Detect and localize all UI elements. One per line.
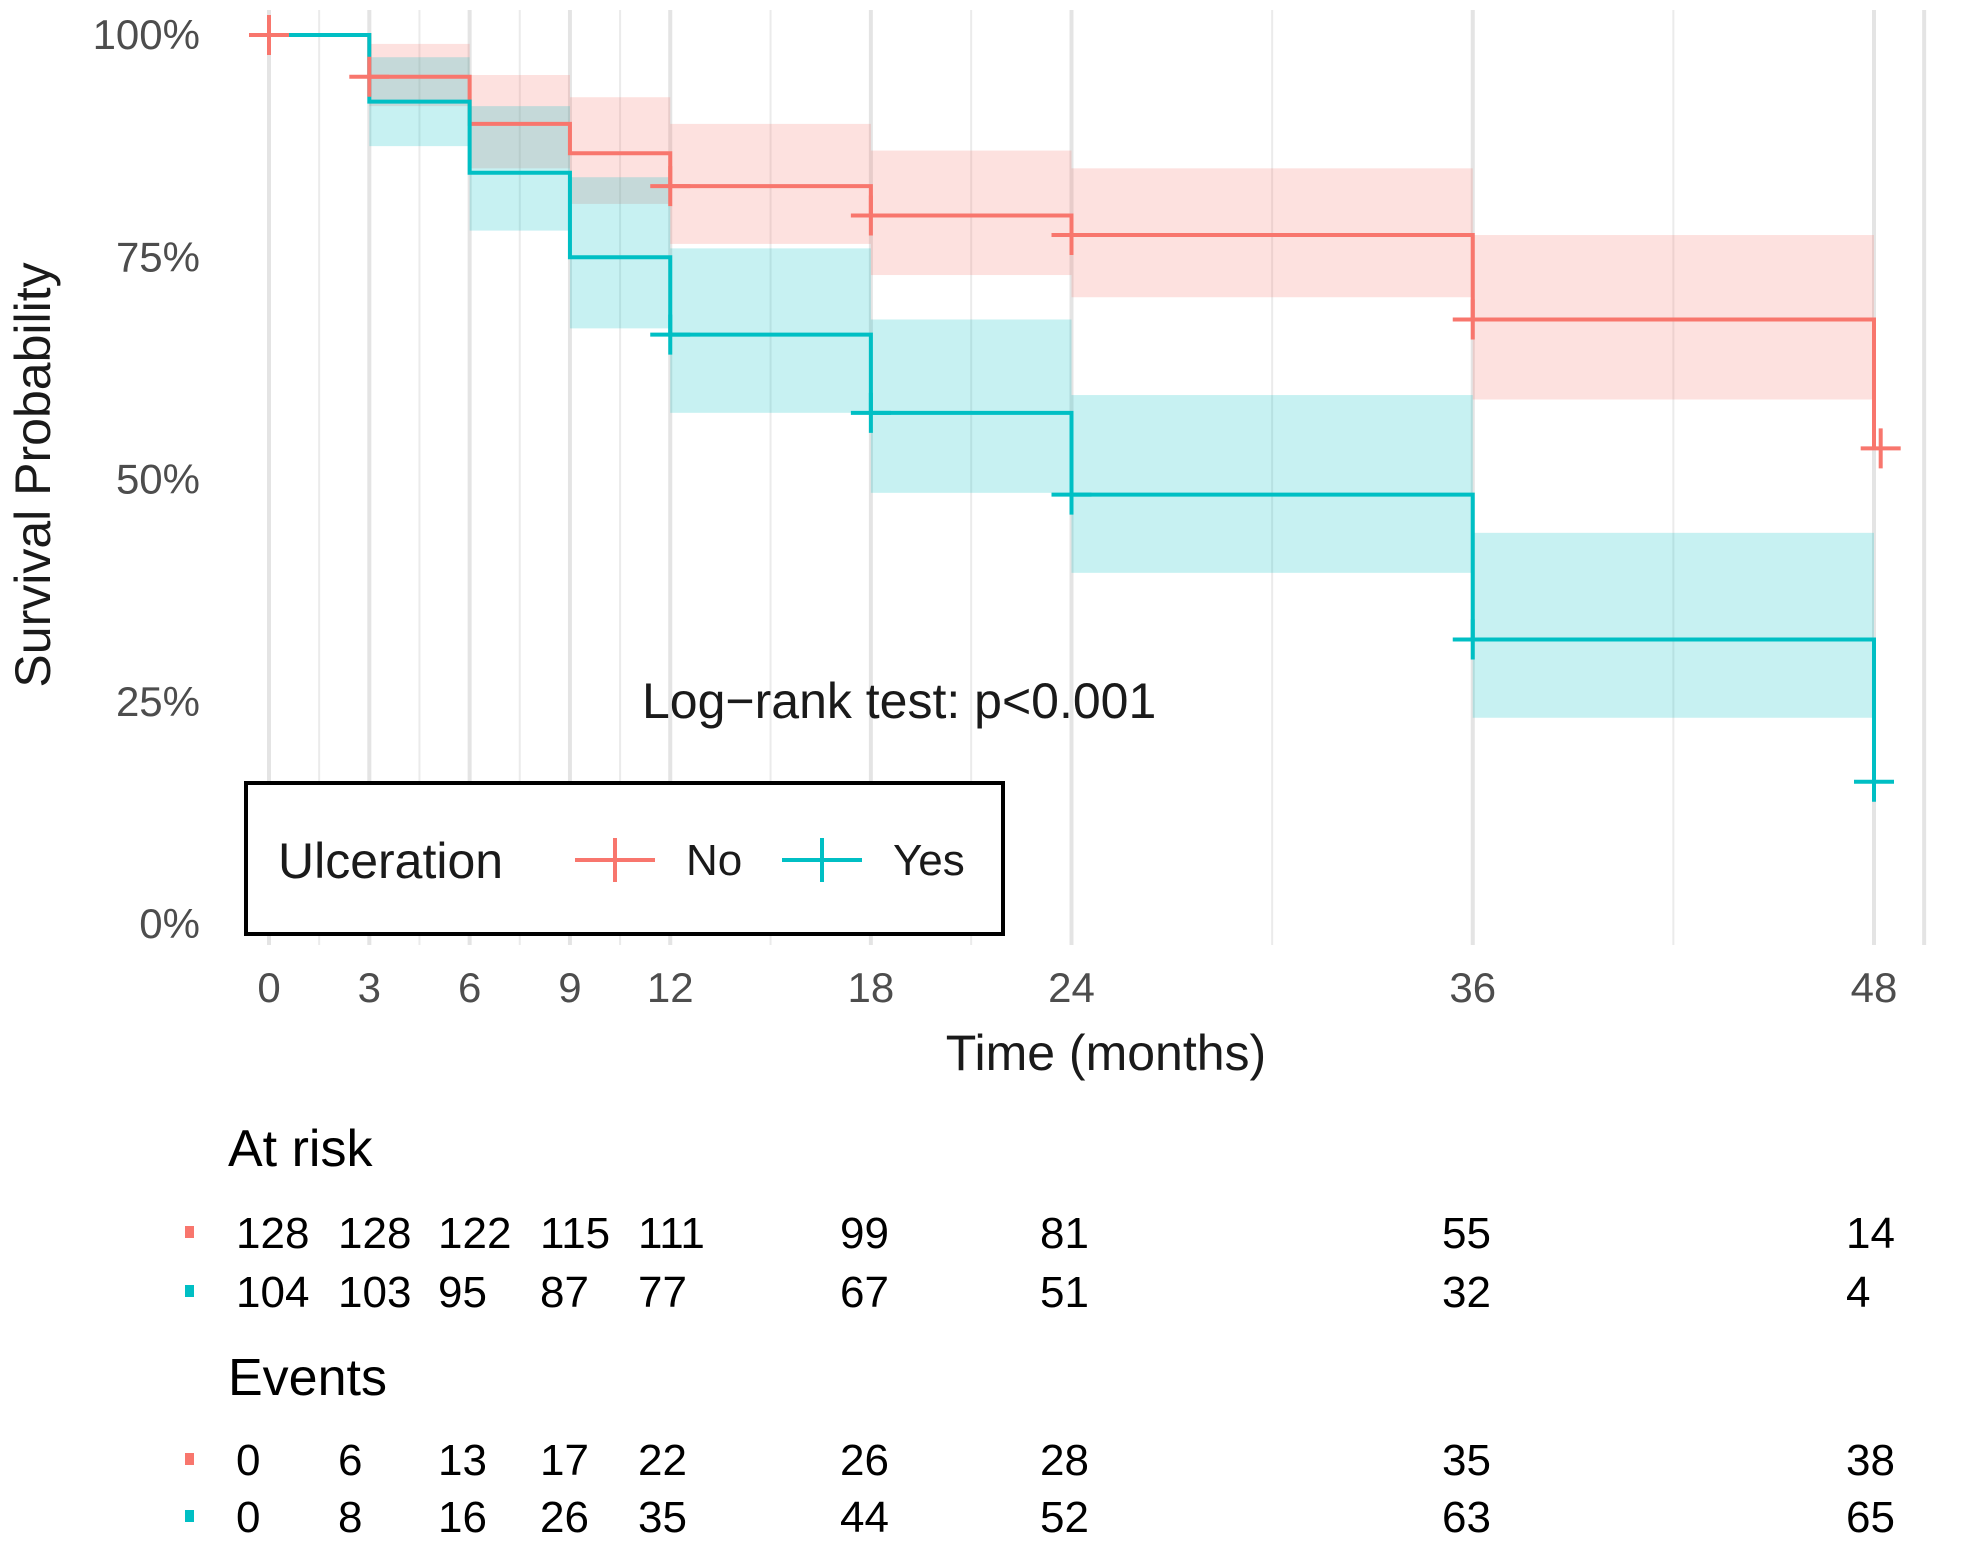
censor-mark-no	[1860, 428, 1901, 469]
at-risk-value: 128	[338, 1209, 411, 1258]
legend-title: Ulceration	[278, 833, 503, 889]
ci-band-yes	[569, 177, 671, 329]
events-value: 0	[236, 1436, 260, 1485]
x-axis-label: Time (months)	[946, 1025, 1266, 1081]
events-value: 6	[338, 1436, 362, 1485]
at-risk-title: At risk	[228, 1120, 373, 1178]
log-rank-annotation: Log−rank test: p<0.001	[642, 673, 1156, 729]
events-value: 35	[1442, 1436, 1491, 1485]
x-tick-label: 12	[647, 964, 694, 1011]
censor-marks	[249, 15, 1901, 802]
ci-band-yes	[469, 106, 570, 231]
at-risk-value: 128	[236, 1209, 309, 1258]
censor-mark-yes	[1452, 619, 1493, 660]
ci-band-no	[870, 150, 1072, 276]
censor-mark-no	[1051, 215, 1092, 256]
at-risk-value: 115	[540, 1209, 610, 1258]
events-value: 65	[1846, 1493, 1895, 1542]
events-value: 8	[338, 1493, 362, 1542]
ci-band-no	[670, 123, 871, 244]
x-tick-label: 9	[558, 964, 581, 1011]
at-risk-value: 67	[840, 1268, 889, 1317]
x-tick-label: 18	[848, 964, 895, 1011]
events-value: 22	[638, 1436, 687, 1485]
y-tick-label: 100%	[93, 11, 200, 58]
events-value: 17	[540, 1436, 589, 1485]
at-risk-value: 87	[540, 1268, 589, 1317]
ci-band-yes	[1071, 395, 1473, 573]
legend-key-no	[575, 838, 655, 882]
at-risk-value: 122	[438, 1209, 511, 1258]
ci-band-yes	[1472, 532, 1874, 718]
events-value: 16	[438, 1493, 487, 1542]
y-axis-ticks: 0% 25% 50% 75% 100%	[93, 11, 200, 947]
at-risk-value: 4	[1846, 1268, 1870, 1317]
at-risk-value: 32	[1442, 1268, 1491, 1317]
y-tick-label: 0%	[139, 900, 200, 947]
x-tick-label: 3	[358, 964, 381, 1011]
at-risk-value: 14	[1846, 1209, 1895, 1258]
x-tick-label: 36	[1449, 964, 1496, 1011]
legend-label-yes: Yes	[893, 836, 965, 885]
censor-mark-yes	[650, 314, 691, 355]
events-value: 28	[1040, 1436, 1089, 1485]
events-value: 26	[840, 1436, 889, 1485]
at-risk-value: 99	[840, 1209, 889, 1258]
censor-mark-no	[349, 56, 390, 97]
risk-row-marker-yes	[185, 1285, 194, 1297]
events-value: 44	[840, 1493, 889, 1542]
x-axis-ticks: 0 3 6 9 12 18 24 36 48	[257, 964, 1897, 1011]
ci-band-yes	[870, 319, 1072, 493]
at-risk-value: 104	[236, 1268, 309, 1317]
at-risk-value: 51	[1040, 1268, 1089, 1317]
x-tick-label: 48	[1851, 964, 1898, 1011]
events-value: 26	[540, 1493, 589, 1542]
risk-row-marker-no	[185, 1453, 194, 1465]
y-tick-label: 75%	[116, 233, 200, 280]
censor-mark-yes	[1051, 474, 1092, 515]
at-risk-value: 103	[338, 1268, 411, 1317]
events-value: 13	[438, 1436, 487, 1485]
risk-table: At risk Events 128 128 122 115 111 99 81 55 14 10…	[185, 1120, 1895, 1542]
risk-row-marker-yes	[185, 1510, 194, 1522]
censor-mark-no	[650, 166, 691, 207]
events-value: 35	[638, 1493, 687, 1542]
ci-band-no	[1071, 168, 1473, 298]
legend: Ulceration No Yes	[244, 781, 1005, 936]
confidence-bands	[369, 43, 1874, 718]
events-value: 52	[1040, 1493, 1089, 1542]
ci-band-yes	[670, 248, 871, 413]
censor-mark-no	[850, 195, 891, 236]
x-tick-label: 0	[257, 964, 280, 1011]
legend-label-no: No	[686, 836, 742, 885]
y-tick-label: 50%	[116, 456, 200, 503]
events-title: Events	[228, 1349, 387, 1407]
at-risk-value: 81	[1040, 1209, 1089, 1258]
y-tick-label: 25%	[116, 678, 200, 725]
at-risk-value: 77	[638, 1268, 687, 1317]
x-tick-label: 24	[1048, 964, 1095, 1011]
x-tick-label: 6	[458, 964, 481, 1011]
risk-row-marker-no	[185, 1226, 194, 1238]
ci-band-no	[469, 75, 570, 169]
censor-mark-yes	[850, 392, 891, 433]
events-value: 0	[236, 1493, 260, 1542]
censor-mark-yes	[1854, 761, 1894, 802]
y-axis-label: Survival Probability	[5, 262, 61, 687]
events-value: 38	[1846, 1436, 1895, 1485]
ci-band-no	[1472, 235, 1874, 400]
at-risk-value: 95	[438, 1268, 487, 1317]
events-value: 63	[1442, 1493, 1491, 1542]
legend-key-yes	[782, 838, 862, 882]
at-risk-value: 111	[638, 1209, 705, 1258]
censor-mark-no	[249, 15, 289, 55]
censor-mark-no	[1452, 299, 1493, 340]
at-risk-value: 55	[1442, 1209, 1491, 1258]
